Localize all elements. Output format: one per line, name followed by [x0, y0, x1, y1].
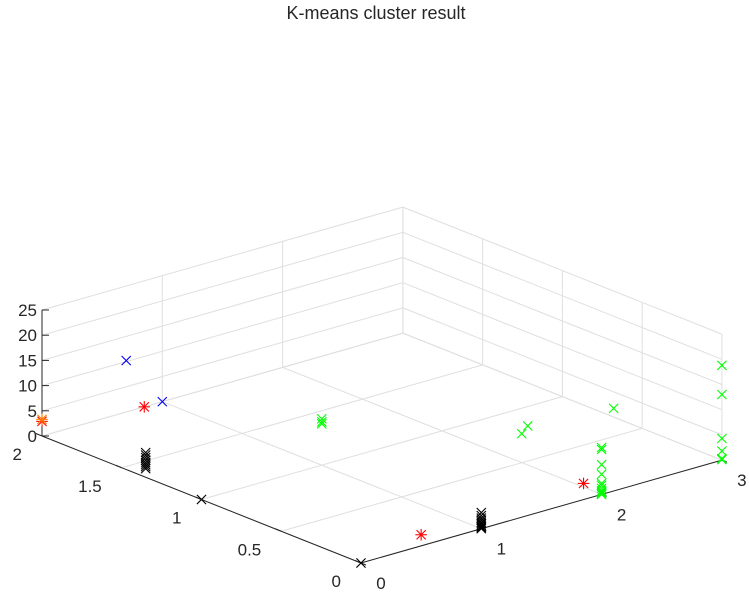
data-point [596, 478, 607, 489]
data-point [596, 469, 607, 480]
side-wall-grid-line [402, 307, 723, 436]
data-point [522, 420, 533, 431]
y-tick-label: 1.5 [78, 477, 102, 496]
floor-grid-line [281, 427, 643, 532]
z-tick-label: 20 [18, 326, 37, 345]
data-point [716, 446, 727, 457]
y-tick-label: 2 [13, 445, 22, 464]
y-tick [275, 528, 282, 532]
y-tick-label: 0.5 [238, 540, 262, 559]
z-tick-label: 15 [18, 351, 37, 370]
z-tick-label: 5 [28, 402, 37, 421]
data-point [140, 455, 151, 466]
floor-grid-line [121, 364, 483, 469]
z-tick-label: 25 [18, 301, 37, 320]
data-point [140, 463, 151, 474]
x-axis-line [360, 459, 723, 564]
x-tick-label: 2 [617, 505, 626, 524]
data-point [516, 428, 527, 439]
back-wall-grid-line [41, 282, 404, 387]
data-point [716, 453, 727, 464]
data-point [716, 360, 727, 371]
y-tick-label: 1 [172, 509, 181, 528]
data-point [157, 396, 168, 407]
x-tick-label: 1 [497, 540, 506, 559]
side-wall-grid-line [402, 231, 723, 360]
back-wall-grid-line [41, 332, 404, 437]
y-tick-label: 0 [332, 572, 341, 591]
data-points [36, 355, 727, 568]
side-wall-grid-line [402, 206, 723, 335]
data-point [596, 485, 607, 496]
back-wall-grid-line [41, 231, 404, 336]
data-point [121, 355, 132, 366]
data-point [596, 442, 607, 453]
y-tick [35, 433, 43, 437]
data-point [415, 528, 427, 541]
data-point [196, 494, 207, 505]
data-point [316, 418, 327, 429]
data-point [716, 454, 727, 465]
data-point [476, 522, 487, 533]
back-wall-grid-line [41, 257, 404, 361]
side-wall-grid-line [402, 257, 723, 385]
data-point [596, 489, 607, 500]
data-point [140, 459, 151, 470]
data-point [140, 461, 151, 472]
back-wall-grid-line [41, 206, 404, 311]
side-wall-grid-line [402, 282, 723, 411]
data-point [596, 487, 607, 498]
x-tick-label: 0 [376, 574, 385, 593]
data-point [596, 444, 607, 455]
data-point [716, 389, 727, 400]
data-point [716, 433, 727, 444]
back-wall-grid-line [41, 307, 404, 412]
grid-lines [41, 206, 723, 564]
data-point [138, 401, 151, 413]
data-point [36, 413, 48, 426]
chart-title: K-means cluster result [286, 3, 465, 23]
data-point [476, 520, 487, 531]
z-tick-label: 0 [28, 427, 37, 446]
floor-grid-line [201, 396, 563, 500]
z-tick-label: 10 [18, 377, 37, 396]
data-point [596, 459, 607, 470]
data-point [356, 558, 366, 568]
data-point [476, 523, 487, 534]
side-wall-grid-line [402, 332, 723, 461]
x-tick-label: 3 [737, 471, 746, 490]
data-point [577, 477, 590, 490]
data-point [476, 510, 487, 521]
axes [35, 309, 728, 566]
data-point [476, 521, 487, 532]
data-point [316, 416, 327, 427]
y-tick [115, 464, 122, 469]
data-point [608, 403, 619, 414]
